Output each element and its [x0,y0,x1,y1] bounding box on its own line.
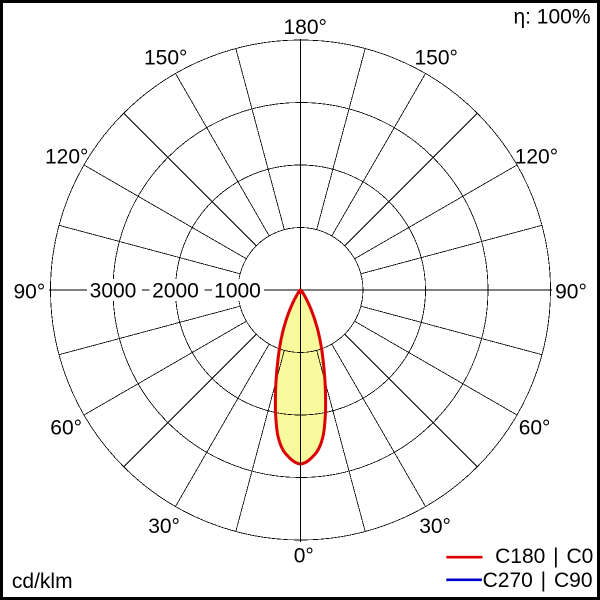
svg-text:180°: 180° [284,16,327,39]
svg-text:150°: 150° [415,47,458,70]
svg-text:cd/klm: cd/klm [12,570,73,593]
svg-text:C270 | C90: C270 | C90 [483,569,593,592]
svg-text:C180 | C0: C180 | C0 [495,545,593,568]
svg-text:η: 100%: η: 100% [513,5,590,28]
svg-text:0°: 0° [294,544,314,567]
svg-text:120°: 120° [45,145,88,168]
svg-text:150°: 150° [144,46,187,69]
svg-text:30°: 30° [148,515,180,538]
svg-text:90°: 90° [555,280,587,303]
svg-text:60°: 60° [50,416,82,439]
svg-text:2000: 2000 [152,279,199,302]
svg-text:120°: 120° [515,146,558,169]
svg-text:3000: 3000 [90,279,137,302]
svg-text:1000: 1000 [214,279,261,302]
svg-text:60°: 60° [519,416,551,439]
svg-text:30°: 30° [419,515,451,538]
svg-text:90°: 90° [14,280,46,303]
